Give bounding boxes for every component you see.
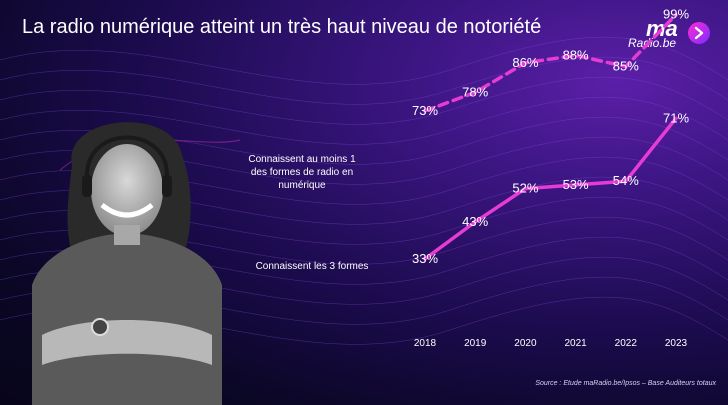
data-label: 43% xyxy=(462,214,488,229)
data-label: 86% xyxy=(512,55,538,70)
series-line-1 xyxy=(423,116,678,261)
person-photo xyxy=(32,122,222,405)
data-label: 71% xyxy=(663,110,689,125)
data-label: 73% xyxy=(412,103,438,118)
series-line-0 xyxy=(423,12,678,113)
data-label: 52% xyxy=(512,181,538,196)
data-label: 88% xyxy=(563,47,589,62)
data-label: 78% xyxy=(462,84,488,99)
data-label: 53% xyxy=(563,177,589,192)
series-label-all-three: Connaissent les 3 formes xyxy=(255,261,369,272)
x-tick-label: 2022 xyxy=(615,338,638,349)
source-note: Source : Etude maRadio.be/Ipsos – Base A… xyxy=(535,380,716,387)
x-tick-label: 2023 xyxy=(665,338,688,349)
data-label: 54% xyxy=(613,173,639,188)
slide-title: La radio numérique atteint un très haut … xyxy=(22,16,542,38)
logo-radio: Radio.be xyxy=(628,36,677,50)
x-tick-label: 2021 xyxy=(564,338,587,349)
data-label: 99% xyxy=(663,7,689,22)
x-tick-label: 2018 xyxy=(414,338,437,349)
x-tick-label: 2019 xyxy=(464,338,487,349)
series-label-at-least-one: Connaissent au moins 1 des formes de rad… xyxy=(248,154,356,191)
play-icon xyxy=(688,22,710,44)
data-label: 85% xyxy=(613,59,639,74)
data-label: 33% xyxy=(412,251,438,266)
x-tick-label: 2020 xyxy=(514,338,537,349)
